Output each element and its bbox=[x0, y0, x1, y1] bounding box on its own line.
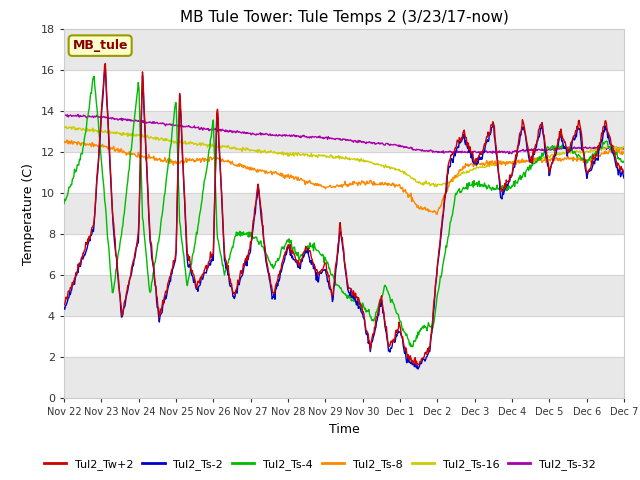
Y-axis label: Temperature (C): Temperature (C) bbox=[22, 163, 35, 264]
Bar bbox=[64, 193, 624, 234]
X-axis label: Time: Time bbox=[328, 423, 360, 436]
Bar bbox=[64, 357, 624, 398]
Title: MB Tule Tower: Tule Temps 2 (3/23/17-now): MB Tule Tower: Tule Temps 2 (3/23/17-now… bbox=[180, 10, 508, 25]
Bar bbox=[64, 29, 624, 70]
Text: MB_tule: MB_tule bbox=[72, 39, 128, 52]
Legend: Tul2_Tw+2, Tul2_Ts-2, Tul2_Ts-4, Tul2_Ts-8, Tul2_Ts-16, Tul2_Ts-32: Tul2_Tw+2, Tul2_Ts-2, Tul2_Ts-4, Tul2_Ts… bbox=[40, 455, 600, 474]
Bar bbox=[64, 111, 624, 152]
Bar bbox=[64, 275, 624, 316]
